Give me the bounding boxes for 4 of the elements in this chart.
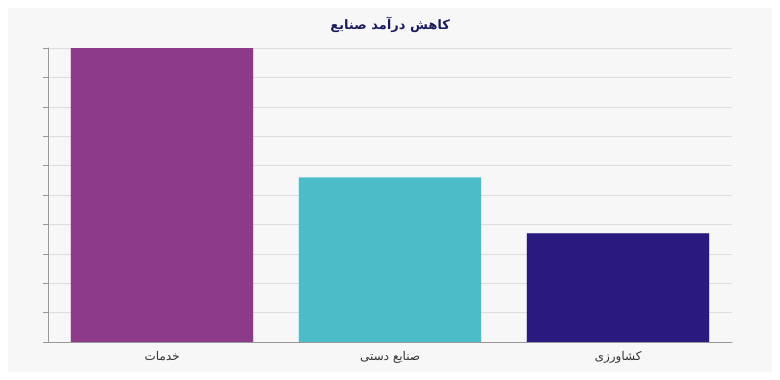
x-tick-label: خدمات bbox=[144, 349, 180, 363]
x-tick-label: کشاورزی bbox=[594, 349, 642, 363]
chart-title: کاهش درآمد صنایع bbox=[330, 16, 450, 33]
x-tick-label: صنایع دستی bbox=[360, 349, 420, 363]
